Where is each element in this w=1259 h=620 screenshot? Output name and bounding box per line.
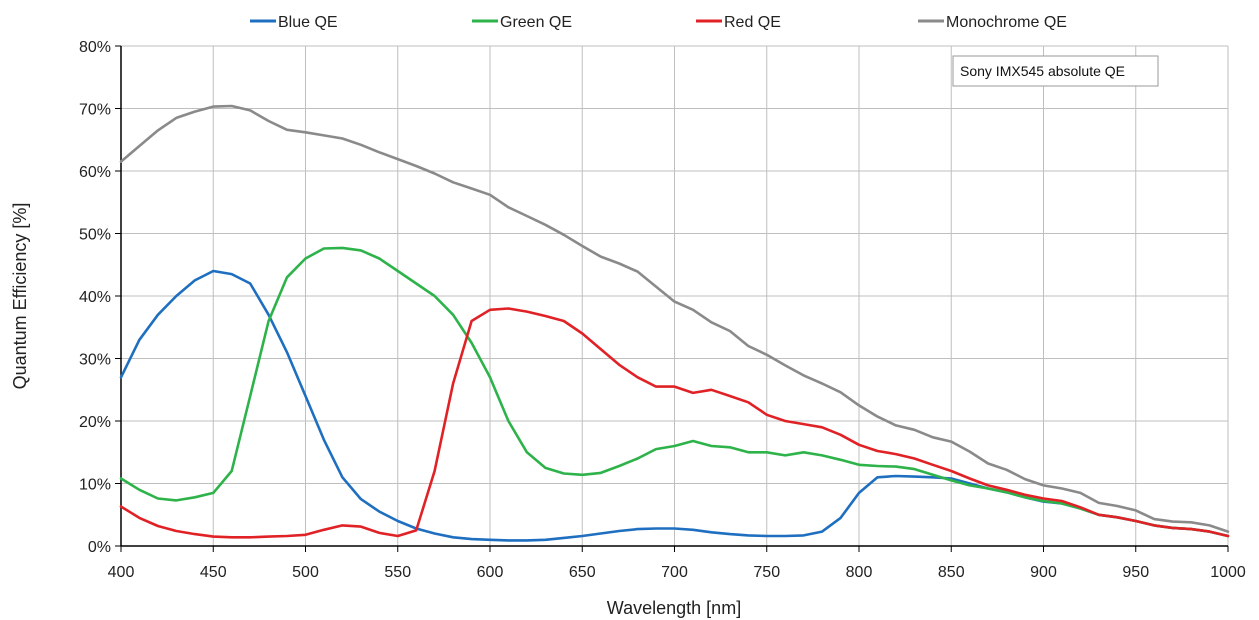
x-tick-label: 700 [661, 564, 688, 581]
legend-item-monochrome-qe: Monochrome QE [918, 14, 1067, 31]
x-tick-label: 500 [292, 564, 319, 581]
x-tick-label: 950 [1122, 564, 1149, 581]
y-axis-title: Quantum Efficiency [%] [10, 203, 30, 390]
annotation-label: Sony IMX545 absolute QE [960, 63, 1125, 79]
annotation-box: Sony IMX545 absolute QE [952, 55, 1159, 87]
legend: Blue QE Green QE Red QE Monochrome QE [250, 14, 1067, 31]
x-tick-label: 650 [569, 564, 596, 581]
series-line-monochrome-qe [119, 104, 1230, 533]
legend-label: Monochrome QE [946, 14, 1067, 31]
series-layer [119, 104, 1230, 542]
x-tick-label: 600 [477, 564, 504, 581]
y-tick-label: 60% [79, 164, 111, 181]
y-tick-label: 30% [79, 352, 111, 369]
x-tick-label: 900 [1030, 564, 1057, 581]
legend-item-blue-qe: Blue QE [250, 14, 338, 31]
legend-item-green-qe: Green QE [472, 14, 572, 31]
x-tick-label: 750 [753, 564, 780, 581]
x-tick-label: 850 [938, 564, 965, 581]
y-tick-label: 40% [79, 289, 111, 306]
y-tick-label: 80% [79, 39, 111, 56]
x-tick-label: 550 [384, 564, 411, 581]
grid-lines [121, 45, 1229, 546]
legend-item-red-qe: Red QE [696, 14, 781, 31]
y-tick-label: 0% [88, 539, 111, 556]
x-axis-title: Wavelength [nm] [607, 598, 741, 618]
annotation-frame [952, 55, 1159, 87]
y-tick-label: 20% [79, 414, 111, 431]
legend-label: Red QE [724, 14, 781, 31]
y-tick-label: 70% [79, 102, 111, 119]
x-tick-label: 800 [846, 564, 873, 581]
series-line-green-qe [119, 246, 1230, 538]
x-tick-label: 1000 [1210, 564, 1246, 581]
x-tick-label: 400 [108, 564, 135, 581]
legend-label: Green QE [500, 14, 572, 31]
x-tick-label: 450 [200, 564, 227, 581]
axes [115, 45, 1229, 552]
tick-labels: 400 450 500 550 600 650 700 750 800 850 900 950 1000… [79, 39, 1246, 581]
y-tick-label: 50% [79, 227, 111, 244]
legend-label: Blue QE [278, 14, 338, 31]
series-line-red-qe [119, 307, 1230, 539]
y-tick-label: 10% [79, 477, 111, 494]
